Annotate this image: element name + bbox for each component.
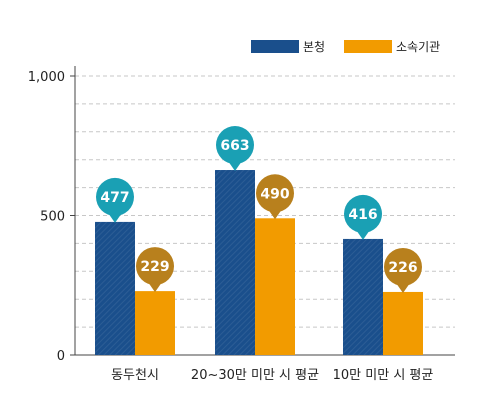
bar-texture xyxy=(215,170,255,355)
value-bubble: 226 xyxy=(384,247,422,293)
value-bubble: 416 xyxy=(344,194,382,240)
x-tick-label: 동두천시 xyxy=(111,368,159,383)
data-label: 416 xyxy=(348,207,377,223)
legend-label-series-1: 소속기관 xyxy=(396,40,440,54)
legend: 본청 소속기관 xyxy=(251,40,440,54)
labels: 477 229 663 490 416 226 xyxy=(96,126,422,293)
data-label: 663 xyxy=(220,138,249,154)
value-bubble: 229 xyxy=(136,247,174,293)
x-tick-label: 20~30만 미만 시 평균 xyxy=(191,368,319,383)
value-bubble-pointer xyxy=(108,212,122,223)
bar-texture xyxy=(343,238,383,355)
value-bubble-circle xyxy=(344,194,382,233)
value-bubble: 663 xyxy=(216,126,254,172)
value-bubble-circle xyxy=(216,126,254,165)
legend-swatch-series-1 xyxy=(344,40,392,53)
value-bubble-pointer xyxy=(268,209,282,220)
value-bubble: 490 xyxy=(256,174,294,220)
value-bubble-pointer xyxy=(228,161,242,172)
data-label: 226 xyxy=(388,260,417,276)
value-bubble-circle xyxy=(96,177,134,216)
value-bubble-pointer xyxy=(148,282,162,293)
bar-affiliated-agencies xyxy=(255,218,295,355)
bar-texture xyxy=(95,221,135,355)
data-label: 490 xyxy=(260,186,289,202)
value-bubble-circle xyxy=(136,247,174,286)
data-label: 477 xyxy=(100,190,129,206)
data-label: 229 xyxy=(140,259,169,275)
bars xyxy=(95,170,423,355)
bar-affiliated-agencies xyxy=(383,291,423,355)
y-tick-label: 1,000 xyxy=(28,70,65,85)
value-bubble-pointer xyxy=(396,282,410,293)
value-bubble-pointer xyxy=(356,229,370,240)
value-bubble-circle xyxy=(256,174,294,213)
y-tick-label: 500 xyxy=(40,210,65,225)
x-tick-label: 10만 미만 시 평균 xyxy=(333,368,434,383)
legend-swatch-series-0 xyxy=(251,40,299,53)
value-bubble: 477 xyxy=(96,177,134,223)
y-tick-label: 0 xyxy=(57,349,65,364)
legend-label-series-0: 본청 xyxy=(303,40,325,54)
bar-affiliated-agencies xyxy=(135,291,175,355)
value-bubble-circle xyxy=(384,247,422,286)
